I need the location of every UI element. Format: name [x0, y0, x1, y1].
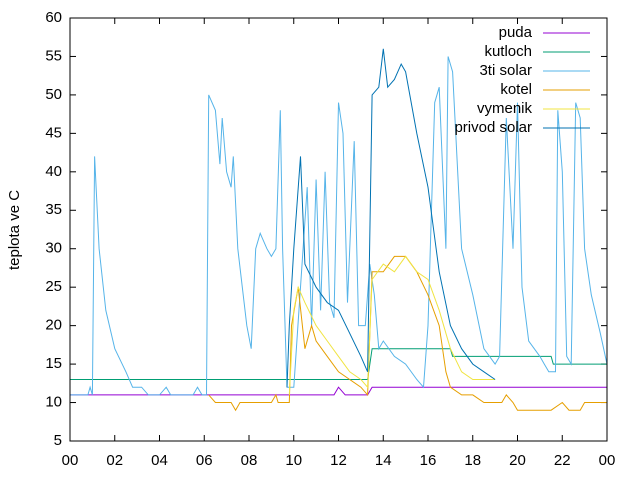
x-tick-label: 18: [464, 452, 481, 469]
y-tick-label: 20: [45, 317, 62, 334]
y-tick-label: 5: [54, 432, 62, 449]
x-tick-label: 10: [285, 452, 302, 469]
x-tick-label: 00: [599, 452, 616, 469]
legend-label: kotel: [500, 81, 532, 98]
y-tick-label: 60: [45, 9, 62, 26]
series-line: [70, 386, 607, 396]
x-tick-label: 14: [375, 452, 392, 469]
series-line: [70, 348, 607, 380]
y-tick-label: 30: [45, 240, 62, 257]
y-tick-label: 55: [45, 47, 62, 64]
x-tick-label: 20: [509, 452, 526, 469]
legend-label: kutloch: [484, 43, 532, 60]
x-tick-label: 00: [62, 452, 79, 469]
legend-label: puda: [499, 24, 533, 41]
y-axis-label: teplota ve C: [6, 190, 23, 270]
x-tick-label: 22: [554, 452, 571, 469]
y-tick-label: 10: [45, 394, 62, 411]
y-tick-label: 25: [45, 278, 62, 295]
legend-label: vymenik: [477, 100, 533, 117]
series-line: [288, 255, 496, 395]
y-tick-label: 40: [45, 163, 62, 180]
x-tick-label: 06: [196, 452, 213, 469]
x-tick-label: 16: [420, 452, 437, 469]
series-line: [286, 48, 496, 388]
series-line: [70, 56, 608, 396]
y-tick-label: 15: [45, 355, 62, 372]
x-tick-label: 12: [330, 452, 347, 469]
y-tick-label: 35: [45, 201, 62, 218]
x-tick-label: 02: [106, 452, 123, 469]
plot-border: [69, 17, 608, 442]
y-tick-label: 50: [45, 86, 62, 103]
legend-label: privod solar: [454, 119, 532, 136]
x-tick-label: 08: [241, 452, 258, 469]
y-tick-label: 45: [45, 124, 62, 141]
series-line: [208, 255, 607, 412]
x-tick-label: 04: [151, 452, 168, 469]
legend-label: 3ti solar: [479, 62, 532, 79]
